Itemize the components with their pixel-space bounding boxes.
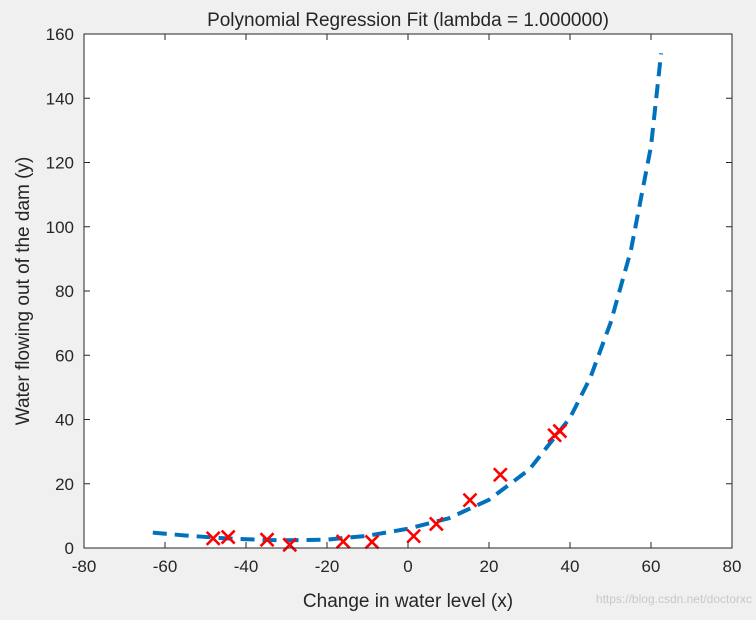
data-point-8 (428, 516, 444, 532)
x-tick-label: 0 (403, 557, 412, 576)
data-point-6 (364, 534, 380, 550)
y-tick-label: 100 (46, 218, 74, 237)
series-layer (152, 53, 664, 553)
data-point-5 (335, 534, 351, 549)
x-tick-label: -60 (153, 557, 178, 576)
x-tick-label: -80 (72, 557, 97, 576)
data-point-2 (220, 529, 236, 545)
x-tick-label: 60 (642, 557, 661, 576)
plot-area (84, 34, 732, 548)
chart-title: Polynomial Regression Fit (lambda = 1.00… (207, 10, 609, 31)
data-point-7 (406, 528, 422, 544)
y-tick-label: 160 (46, 25, 74, 44)
y-tick-label: 140 (46, 89, 74, 108)
y-axis-label: Water flowing out of the dam (y) (13, 157, 34, 426)
y-tick-label: 60 (55, 346, 74, 365)
y-tick-label: 40 (55, 411, 74, 430)
fit-curve (152, 53, 664, 543)
y-tick-label: 0 (65, 539, 74, 558)
y-tick-label: 80 (55, 282, 74, 301)
data-point-1 (205, 530, 221, 546)
data-point-4 (282, 537, 298, 553)
axes-layer: -80 -60 -40 -20 0 20 40 60 80 0 20 40 60 80 100 120 140 1… (46, 25, 742, 576)
x-tick-label: -40 (234, 557, 259, 576)
data-point-3 (259, 532, 275, 548)
x-tick-label: 40 (561, 557, 580, 576)
x-tick-label: 80 (723, 557, 742, 576)
x-axis-label: Change in water level (x) (303, 591, 513, 612)
x-tick-label: -20 (315, 557, 340, 576)
y-tick-label: 20 (55, 475, 74, 494)
y-tick-label: 120 (46, 154, 74, 173)
watermark: https://blog.csdn.net/doctorxc (596, 592, 752, 606)
data-point-9 (462, 492, 478, 508)
data-point-12 (552, 423, 568, 439)
x-tick-label: 20 (480, 557, 499, 576)
data-point-10 (492, 467, 508, 483)
